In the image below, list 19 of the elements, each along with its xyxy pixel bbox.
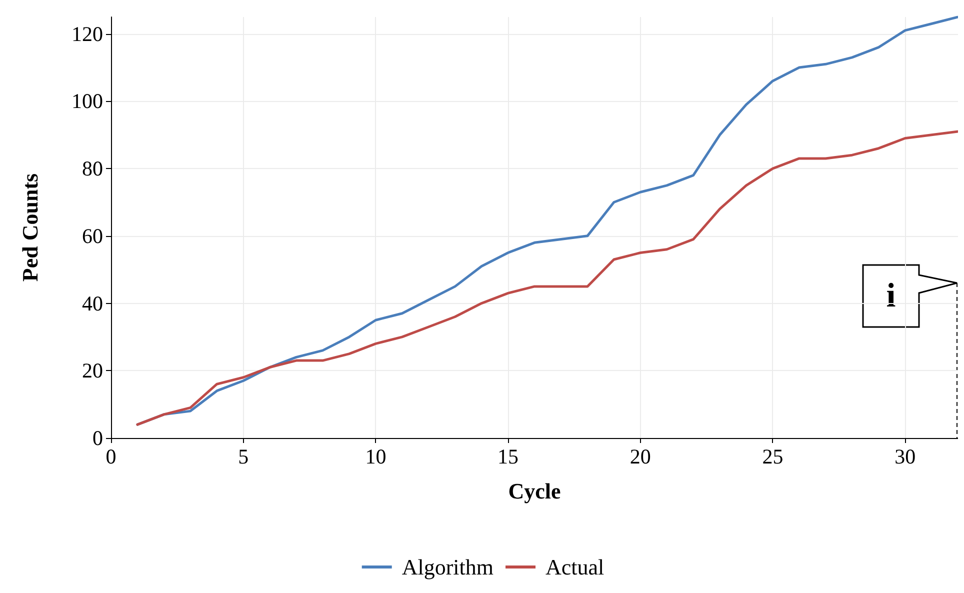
legend-label: Algorithm — [402, 554, 494, 580]
x-tick-label: 20 — [630, 444, 651, 468]
y-tick-label: 100 — [72, 89, 103, 114]
x-tick-label: 10 — [365, 444, 386, 468]
legend-label: Actual — [546, 554, 604, 580]
x-tick-label: 15 — [498, 444, 519, 468]
line-series — [136, 130, 958, 426]
y-tick-label: 60 — [82, 224, 103, 248]
x-tick-label: 25 — [762, 444, 784, 468]
y-axis-title: Ped Counts — [18, 172, 42, 282]
y-tick-label: 40 — [82, 291, 103, 316]
annotation: i — [886, 278, 896, 314]
y-tick-label: 0 — [92, 426, 103, 450]
x-axis-title: Cycle — [508, 478, 561, 504]
y-tick-label: 80 — [82, 156, 103, 181]
x-tick-label: 30 — [894, 444, 916, 468]
y-tick-label: 20 — [82, 358, 103, 383]
y-tick-label: 120 — [72, 22, 103, 46]
x-tick-label: 5 — [238, 444, 249, 468]
